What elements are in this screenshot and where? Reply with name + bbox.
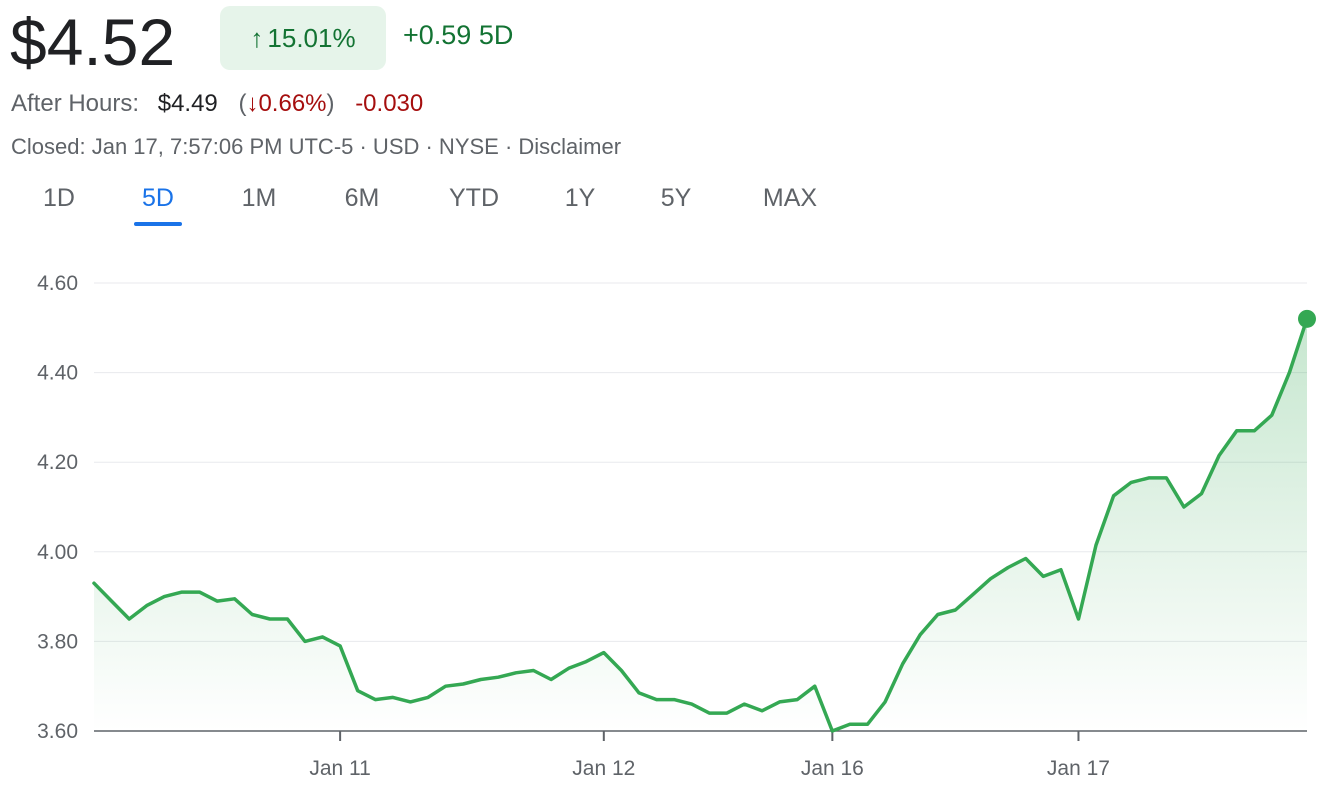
y-tick-label: 4.60 xyxy=(37,272,78,295)
y-tick-label: 3.60 xyxy=(37,720,78,743)
tab-1y[interactable]: 1Y xyxy=(564,184,596,212)
price-area xyxy=(94,318,1307,731)
after-hours-percent: (↓0.66%) xyxy=(238,90,335,117)
y-tick-label: 4.20 xyxy=(37,451,78,474)
y-tick-label: 4.00 xyxy=(37,541,78,564)
tab-ytd[interactable]: YTD xyxy=(449,184,499,212)
down-arrow-icon: ↓ xyxy=(246,90,259,117)
after-hours-change: -0.030 xyxy=(355,90,424,117)
tab-6m[interactable]: 6M xyxy=(344,184,380,212)
y-tick-label: 3.80 xyxy=(37,630,78,653)
last-price-dot xyxy=(1298,309,1316,328)
x-tick-label: Jan 16 xyxy=(801,757,864,780)
tab-5y[interactable]: 5Y xyxy=(660,184,692,212)
change-absolute: +0.59 5D xyxy=(403,20,514,50)
current-price: $4.52 xyxy=(10,5,176,79)
active-tab-indicator xyxy=(134,222,182,226)
tab-max[interactable]: MAX xyxy=(762,184,818,212)
tab-1d[interactable]: 1D xyxy=(43,184,75,212)
up-arrow-icon: ↑ xyxy=(250,22,264,53)
closed-info: Closed: Jan 17, 7:57:06 PM UTC-5 · USD ·… xyxy=(11,134,622,159)
y-tick-label: 4.40 xyxy=(37,362,78,385)
change-percent: 15.01% xyxy=(267,22,356,53)
price-line xyxy=(92,317,1309,733)
x-tick-label: Jan 17 xyxy=(1047,757,1110,780)
price-chart[interactable]: 4.60 4.40 4.20 4.00 3.80 3.60 Jan 11 Jan 12 Jan… xyxy=(0,240,1338,792)
x-tick-label: Jan 11 xyxy=(309,757,371,780)
after-hours-price: $4.49 xyxy=(157,90,218,117)
tab-1m[interactable]: 1M xyxy=(241,184,277,212)
after-hours-label: After Hours: xyxy=(11,90,140,117)
after-hours-percent-value: 0.66% xyxy=(258,90,327,117)
tab-5d[interactable]: 5D xyxy=(142,184,174,212)
range-tabs: 1D 5D 1M 6M YTD 1Y 5Y MAX xyxy=(0,184,900,230)
change-percent-badge: ↑ 15.01% xyxy=(220,6,386,70)
x-tick-label: Jan 12 xyxy=(572,757,635,780)
after-hours-row: After Hours: $4.49 (↓0.66%) -0.030 xyxy=(11,90,423,118)
